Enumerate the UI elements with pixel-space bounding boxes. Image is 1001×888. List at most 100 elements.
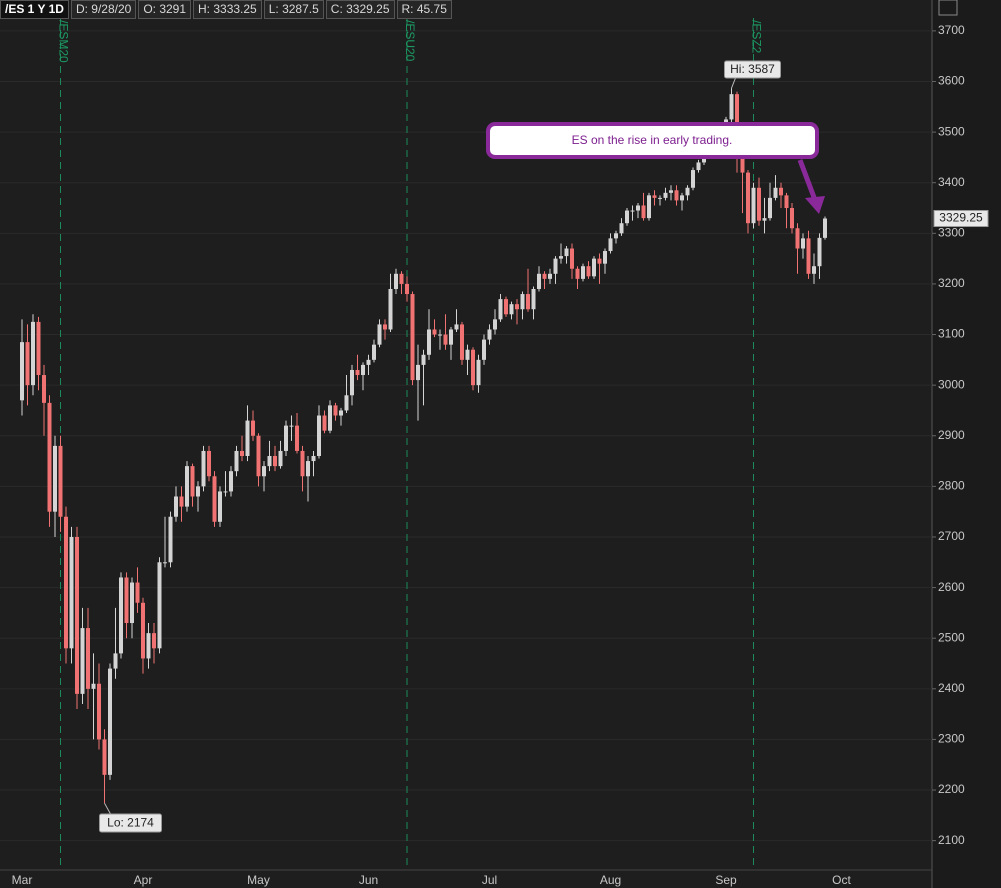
candle-body bbox=[97, 683, 101, 740]
candle-body bbox=[564, 248, 569, 257]
candle-body bbox=[515, 304, 519, 310]
candle-body bbox=[201, 450, 206, 487]
candle-body bbox=[773, 187, 778, 198]
candle-body bbox=[146, 633, 151, 659]
candle-body bbox=[262, 466, 266, 477]
candle-body bbox=[190, 466, 195, 497]
candle-body bbox=[229, 471, 233, 492]
candle-body bbox=[306, 461, 310, 477]
candle-body bbox=[696, 162, 701, 171]
candle-body bbox=[768, 197, 772, 219]
x-tick-label: Oct bbox=[832, 873, 851, 887]
symbol[interactable]: /ES 1 Y 1D bbox=[0, 0, 69, 19]
candle-body bbox=[421, 354, 426, 365]
settings-icon[interactable] bbox=[938, 0, 958, 16]
candle-body bbox=[504, 299, 508, 315]
candle-body bbox=[218, 491, 222, 522]
candle-body bbox=[487, 329, 492, 340]
icon-frame[interactable] bbox=[938, 0, 958, 16]
candle-body bbox=[438, 334, 442, 336]
high-label-box bbox=[724, 60, 781, 79]
candle-body bbox=[311, 456, 316, 462]
y-tick-label: 3300 bbox=[938, 225, 965, 239]
candle-body bbox=[641, 205, 646, 219]
candle-body bbox=[64, 516, 68, 649]
candle-body bbox=[757, 187, 761, 221]
candle-body bbox=[399, 273, 404, 284]
candle-body bbox=[619, 223, 624, 234]
candle-body bbox=[212, 476, 217, 522]
candle-body bbox=[317, 415, 321, 457]
candle-body bbox=[251, 420, 255, 436]
candle-body bbox=[603, 251, 607, 264]
candle-body bbox=[597, 258, 602, 264]
low-label: Lo: 2174 bbox=[107, 816, 154, 830]
candle-body bbox=[542, 273, 547, 279]
candle-body bbox=[25, 342, 30, 386]
candle-body bbox=[388, 288, 393, 330]
y-tick-label: 2900 bbox=[938, 428, 965, 442]
candle-body bbox=[410, 294, 415, 381]
x-tick-label: Jul bbox=[482, 873, 497, 887]
candle-body bbox=[339, 410, 343, 416]
candle-body bbox=[823, 218, 827, 238]
high-label: Hi: 3587 bbox=[730, 62, 775, 76]
x-tick-label: Apr bbox=[134, 873, 153, 887]
candle-body bbox=[58, 445, 63, 517]
candle-body bbox=[608, 238, 613, 252]
candle-body bbox=[520, 294, 525, 310]
y-tick-label: 2100 bbox=[938, 833, 965, 847]
x-tick-label: Mar bbox=[12, 873, 33, 887]
candle-body bbox=[135, 582, 140, 603]
candle-body bbox=[295, 425, 299, 451]
high: H: 3333.25 bbox=[193, 0, 262, 19]
last-price-box bbox=[933, 210, 989, 228]
y-tick-label: 3700 bbox=[938, 23, 965, 37]
candle-body bbox=[537, 273, 541, 289]
candle-body bbox=[113, 653, 118, 669]
close: C: 3329.25 bbox=[325, 0, 395, 19]
candle-body bbox=[454, 324, 459, 330]
candle-body bbox=[482, 339, 486, 360]
candle-body bbox=[196, 486, 200, 497]
candle-body bbox=[91, 683, 96, 689]
date: D: 9/28/20 bbox=[70, 0, 137, 19]
candle-body bbox=[102, 739, 107, 775]
candle-body bbox=[581, 266, 585, 279]
candle-body bbox=[806, 238, 811, 274]
candle-body bbox=[267, 456, 272, 467]
candle-body bbox=[801, 238, 805, 249]
candle-body bbox=[592, 258, 596, 277]
candle-body bbox=[333, 405, 338, 416]
candle-body bbox=[784, 195, 789, 209]
candle-body bbox=[124, 577, 129, 624]
candle-body bbox=[245, 420, 250, 457]
annotation-arrowhead bbox=[805, 196, 825, 214]
y-tick-label: 2700 bbox=[938, 529, 965, 543]
candle-body bbox=[36, 321, 41, 376]
candle-body bbox=[152, 633, 156, 649]
y-tick-label: 3600 bbox=[938, 74, 965, 88]
contract-roll-label: /ESM20 bbox=[56, 20, 70, 63]
candle-body bbox=[498, 299, 503, 320]
candle-body bbox=[383, 324, 387, 330]
annotation-box bbox=[486, 122, 819, 159]
candle-body bbox=[207, 450, 211, 477]
candle-body bbox=[586, 266, 591, 277]
axis-panel bbox=[932, 0, 1001, 888]
candle-body bbox=[300, 450, 305, 477]
candle-body bbox=[163, 562, 167, 564]
annotation: ES on the rise in early trading. bbox=[572, 133, 733, 147]
candle-body bbox=[256, 435, 261, 477]
candle-body bbox=[157, 562, 162, 649]
candle-body bbox=[476, 359, 481, 386]
candle-body bbox=[460, 324, 464, 360]
y-tick-label: 3500 bbox=[938, 124, 965, 138]
candle-body bbox=[405, 283, 409, 295]
y-tick-label: 2400 bbox=[938, 681, 965, 695]
open: O: 3291 bbox=[138, 0, 192, 19]
candle-body bbox=[509, 304, 514, 315]
candle-body bbox=[141, 602, 145, 659]
candle-body bbox=[394, 273, 398, 289]
candle-body bbox=[751, 187, 756, 224]
